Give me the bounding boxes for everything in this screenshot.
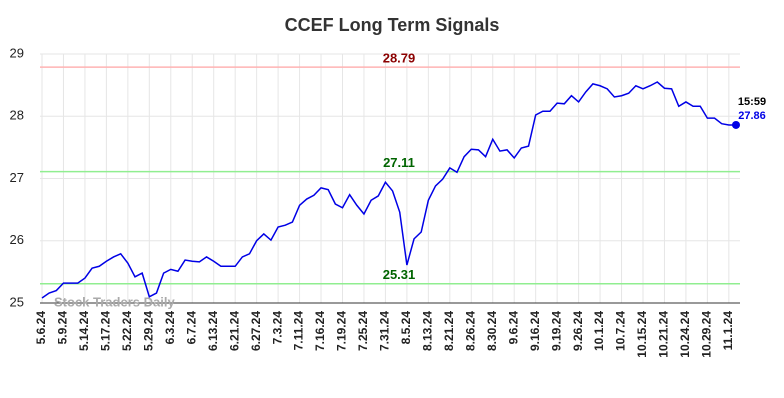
x-tick-label: 6.7.24 xyxy=(184,311,198,345)
x-tick-label: 7.11.24 xyxy=(292,311,306,351)
last-value: 27.86 xyxy=(738,110,766,122)
signal-label: 25.31 xyxy=(383,267,416,282)
y-tick-label: 26 xyxy=(10,232,24,247)
signal-label: 27.11 xyxy=(383,155,415,170)
x-tick-label: 9.16.24 xyxy=(528,311,542,351)
x-tick-label: 5.22.24 xyxy=(120,311,134,351)
x-tick-label: 6.21.24 xyxy=(227,311,241,351)
x-tick-label: 7.25.24 xyxy=(356,311,370,351)
x-tick-label: 5.14.24 xyxy=(77,311,91,351)
x-tick-label: 9.6.24 xyxy=(506,311,520,345)
x-tick-label: 9.26.24 xyxy=(571,311,585,351)
x-tick-label: 10.29.24 xyxy=(700,311,714,358)
y-tick-label: 29 xyxy=(10,45,24,60)
y-tick-label: 27 xyxy=(10,170,24,185)
x-tick-label: 8.13.24 xyxy=(421,311,435,351)
x-tick-label: 10.1.24 xyxy=(592,311,606,351)
x-tick-label: 5.29.24 xyxy=(141,311,155,351)
x-tick-label: 11.1.24 xyxy=(721,311,735,351)
y-tick-label: 25 xyxy=(10,294,24,309)
x-tick-label: 6.13.24 xyxy=(206,311,220,351)
x-tick-label: 6.3.24 xyxy=(163,311,177,345)
last-point xyxy=(732,120,740,129)
x-tick-label: 8.26.24 xyxy=(463,311,477,351)
watermark: Stock Traders Daily xyxy=(54,294,175,309)
x-tick-label: 6.27.24 xyxy=(249,311,263,351)
y-tick-label: 28 xyxy=(10,108,24,123)
x-tick-label: 10.15.24 xyxy=(635,311,649,358)
x-tick-label: 8.21.24 xyxy=(442,311,456,351)
x-tick-label: 10.24.24 xyxy=(678,311,692,358)
x-tick-label: 8.30.24 xyxy=(485,311,499,351)
x-tick-label: 10.21.24 xyxy=(657,311,671,358)
x-tick-label: 7.31.24 xyxy=(378,311,392,351)
x-tick-label: 7.16.24 xyxy=(313,311,327,351)
x-tick-label: 7.3.24 xyxy=(270,311,284,345)
x-tick-label: 5.17.24 xyxy=(99,311,113,351)
x-tick-label: 9.19.24 xyxy=(549,311,563,351)
x-tick-label: 5.9.24 xyxy=(56,311,70,345)
signal-label: 28.79 xyxy=(383,51,416,66)
price-line xyxy=(41,81,736,299)
chart-title: CCEF Long Term Signals xyxy=(285,15,500,35)
x-tick-label: 10.7.24 xyxy=(614,311,628,351)
x-tick-label: 5.6.24 xyxy=(34,311,48,345)
x-tick-label: 8.5.24 xyxy=(399,311,413,345)
last-time: 15:59 xyxy=(738,96,766,108)
x-tick-label: 7.19.24 xyxy=(335,311,349,351)
